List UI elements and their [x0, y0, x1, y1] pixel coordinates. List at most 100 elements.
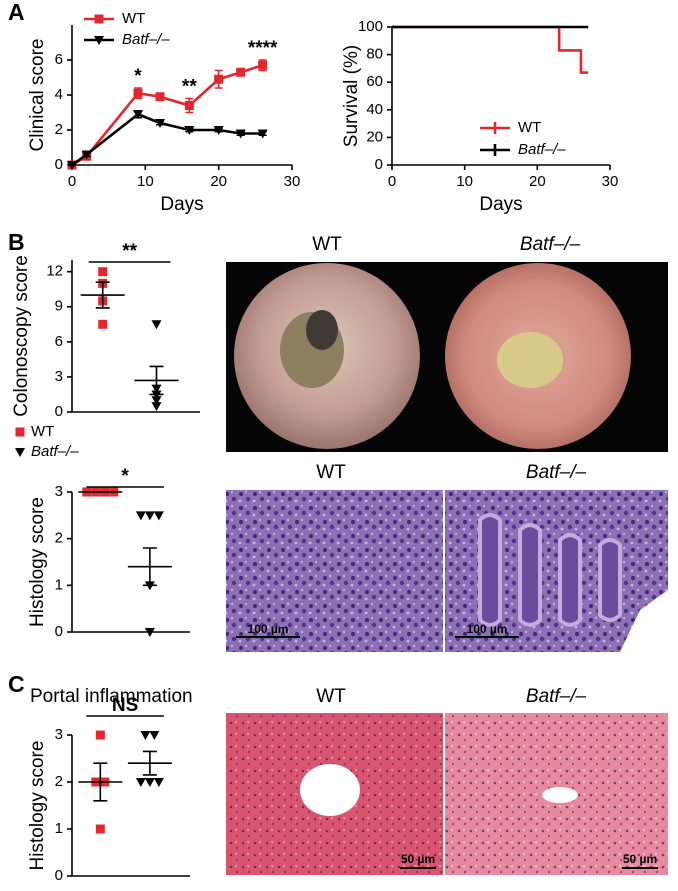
y-tick-label: 0	[55, 867, 63, 884]
legend-label: Batf–/–	[122, 31, 170, 48]
marker	[95, 824, 105, 834]
marker	[98, 267, 108, 277]
y-tick-label: 1	[55, 820, 63, 837]
y-axis-label: Colonoscopy score	[11, 255, 32, 417]
y-tick-label: 6	[55, 51, 63, 68]
image-detail	[306, 310, 338, 350]
panel-label: B	[8, 229, 25, 255]
legend-label: Batf–/–	[31, 443, 79, 460]
marker	[257, 129, 268, 139]
series-line	[392, 25, 589, 74]
legend-label: Batf–/–	[518, 141, 566, 158]
legend-marker	[15, 427, 25, 437]
marker	[153, 511, 164, 521]
scale-bar-label: 100 µm	[248, 622, 289, 636]
x-tick-label: 0	[68, 173, 76, 190]
x-tick-label: 20	[210, 173, 227, 190]
legend-marker	[94, 36, 104, 45]
image-detail	[300, 764, 360, 816]
y-tick-label: 0	[55, 623, 63, 640]
x-tick-label: 10	[137, 173, 154, 190]
image-detail	[478, 513, 622, 627]
y-tick-label: 0	[55, 403, 63, 420]
annotation: *	[121, 466, 129, 487]
marker	[95, 730, 105, 740]
marker	[133, 88, 143, 98]
scale-bar-label: 50 µm	[623, 852, 657, 866]
x-axis-label: Days	[160, 194, 203, 215]
annotation: ****	[248, 38, 278, 59]
x-axis-label: Days	[479, 194, 522, 215]
marker	[235, 129, 246, 139]
image-label: WT	[316, 462, 346, 483]
image-detail	[542, 787, 578, 803]
marker	[140, 731, 151, 740]
y-axis-label: Histology score	[27, 741, 48, 871]
x-tick-label: 30	[602, 173, 619, 190]
y-tick-label: 2	[55, 121, 63, 138]
image-label: Batf–/–	[526, 686, 587, 707]
legend-label: WT	[31, 423, 54, 440]
series-line	[71, 64, 264, 167]
y-axis-label: Clinical score	[27, 39, 48, 152]
image-label: WT	[316, 686, 346, 707]
y-tick-label: 60	[366, 73, 383, 90]
chart-title: Portal inflammation	[30, 686, 193, 707]
annotation: *	[134, 66, 142, 87]
histology-image	[226, 490, 443, 652]
marker	[184, 126, 195, 135]
y-tick-label: 2	[55, 530, 63, 547]
sem-bar	[142, 750, 157, 776]
marker	[151, 320, 162, 330]
y-tick-label: 1	[55, 576, 63, 593]
sem-bar	[95, 281, 110, 309]
panel-label: C	[8, 671, 25, 697]
marker	[135, 511, 146, 521]
marker	[144, 778, 155, 787]
legend-label: WT	[518, 119, 541, 136]
marker	[236, 67, 246, 77]
annotation: NS	[112, 695, 138, 716]
y-tick-label: 80	[366, 46, 383, 63]
marker	[155, 92, 165, 102]
y-tick-label: 2	[55, 773, 63, 790]
marker	[149, 731, 160, 740]
legend-label: WT	[122, 10, 145, 27]
annotation: **	[122, 241, 137, 262]
y-axis-label: Histology score	[27, 497, 48, 627]
y-tick-label: 3	[55, 368, 63, 385]
x-tick-label: 20	[529, 173, 546, 190]
annotation: **	[182, 77, 197, 98]
marker	[81, 150, 92, 160]
y-tick-label: 3	[55, 726, 63, 743]
scale-bar-label: 50 µm	[401, 852, 435, 866]
marker	[153, 778, 164, 787]
marker	[184, 101, 194, 110]
image-detail	[620, 590, 668, 652]
marker	[133, 110, 143, 120]
y-tick-label: 3	[55, 483, 63, 500]
x-tick-label: 30	[284, 173, 301, 190]
image-label: Batf–/–	[520, 234, 581, 255]
image-label: WT	[312, 234, 342, 255]
sem-bar	[142, 547, 157, 587]
legend-marker	[15, 448, 25, 457]
sem-bar	[149, 365, 164, 396]
marker	[151, 402, 162, 412]
y-tick-label: 9	[55, 298, 63, 315]
y-tick-label: 6	[55, 333, 63, 350]
y-tick-label: 0	[375, 156, 383, 173]
marker	[67, 161, 77, 170]
series-line	[71, 112, 263, 167]
panel-label: A	[8, 0, 25, 25]
y-tick-label: 0	[55, 156, 63, 173]
x-tick-label: 10	[456, 173, 473, 190]
y-tick-label: 40	[366, 101, 383, 118]
marker	[135, 778, 146, 787]
sem-bar	[93, 762, 108, 802]
y-tick-label: 4	[55, 86, 63, 103]
legend-marker	[94, 14, 104, 24]
image-label: Batf–/–	[526, 462, 587, 483]
